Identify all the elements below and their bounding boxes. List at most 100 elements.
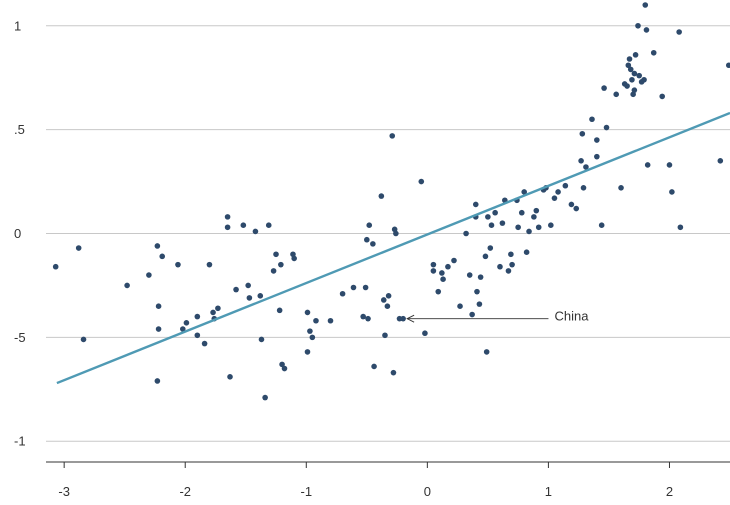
data-point [445,263,451,270]
data-point [307,328,313,334]
x-tick-label: -1 [301,484,313,499]
data-point [180,326,186,332]
data-point [380,297,387,303]
data-point [451,257,457,264]
data-point [488,222,495,228]
data-point [270,268,277,274]
data-point [75,245,82,251]
data-point [52,263,59,270]
data-point [371,363,377,370]
data-point [382,332,388,339]
data-point [309,334,316,341]
data-point [246,295,253,301]
data-point [476,301,483,307]
data-point [339,290,346,297]
data-point [418,178,425,185]
data-point [463,230,469,237]
data-point [472,201,479,208]
data-point [508,251,514,258]
data-point [262,394,268,401]
data-point [273,251,279,258]
data-point [676,29,682,35]
data-point [124,282,130,289]
data-point [625,62,632,69]
data-point [210,309,216,316]
data-point [551,195,558,201]
data-point [526,228,532,235]
data-point [364,236,370,243]
data-point [240,222,247,228]
data-point [631,70,638,77]
data-point [385,293,392,299]
data-point [378,193,385,199]
data-point [477,274,484,280]
data-point [201,340,208,347]
data-point [252,228,259,235]
regression-line [56,111,730,385]
data-point [466,272,473,278]
data-point [531,214,537,220]
y-tick-label: 0 [14,226,21,241]
data-points [52,2,730,401]
data-point [245,282,251,289]
data-point [154,243,161,249]
data-point [430,261,437,268]
y-tick-label: 1 [14,18,21,33]
data-point [601,85,607,91]
data-point [482,253,489,260]
data-point [224,214,231,220]
data-point [154,378,161,384]
data-point [80,336,87,343]
data-point [629,76,635,83]
data-point [390,369,397,376]
data-point [598,222,605,228]
china-annotation: China [406,309,589,324]
x-tick-label: -3 [58,484,70,499]
x-tick-label: -2 [179,484,191,499]
data-point [233,286,239,293]
data-point [485,214,491,220]
data-point [555,189,561,195]
data-point [505,268,512,274]
data-point [499,220,506,226]
data-point [422,330,428,337]
data-point [631,87,638,93]
data-point [487,245,494,251]
data-point [641,76,647,83]
axis-ticks: 1 .5 0 -5 -1 -3 -2 -1 0 1 2 [14,18,673,499]
gridlines [46,25,730,442]
data-point [146,272,152,278]
data-point [227,374,233,380]
data-point [669,189,675,195]
data-point [279,361,285,368]
data-point [155,326,162,332]
data-point [483,349,490,355]
data-point [594,137,600,143]
data-point [365,315,371,322]
data-point [155,303,162,310]
data-point [594,153,600,160]
data-point [400,315,406,322]
data-point [535,224,542,231]
data-point [568,201,575,208]
data-point [327,317,334,324]
data-point [579,130,586,137]
data-point [360,313,366,320]
data-point [281,365,288,372]
data-point [304,309,311,316]
data-point [389,133,396,139]
data-point [626,56,633,62]
data-point [578,157,584,164]
data-point [304,349,311,355]
data-point [194,332,201,339]
y-tick-label: .5 [14,122,25,137]
data-point [613,91,620,98]
data-point [384,303,391,310]
data-point [497,263,503,270]
data-point [278,261,284,268]
data-point [618,185,624,191]
annotation-arrowhead [406,314,415,323]
data-point [366,222,373,228]
data-point [159,253,166,260]
